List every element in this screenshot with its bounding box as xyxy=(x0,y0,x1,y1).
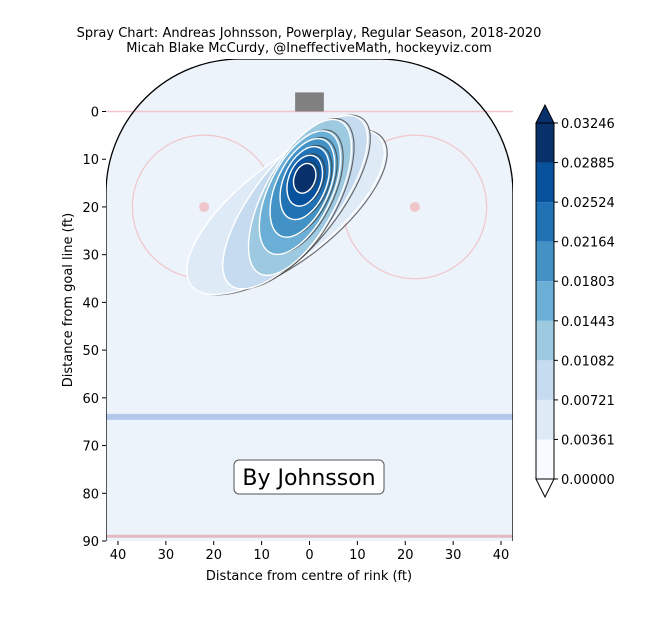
faceoff-dot-right xyxy=(409,201,420,212)
colorbar-tick-label: 0.00721 xyxy=(561,394,615,409)
density-contour xyxy=(292,162,317,194)
x-tick-label: 30 xyxy=(158,548,175,563)
colorbar-tick-label: 0.01803 xyxy=(561,275,615,290)
colorbar-tick-label: 0.00000 xyxy=(561,473,615,488)
annotation-text: By Johnsson xyxy=(242,466,375,491)
y-axis-label: Distance from goal line (ft) xyxy=(61,213,76,387)
colorbar-segment xyxy=(536,320,554,361)
y-tick-label: 10 xyxy=(82,153,99,168)
colorbar-extend-top xyxy=(535,103,555,124)
colorbar-segment xyxy=(536,123,554,163)
density-contours xyxy=(186,114,388,296)
colorbar-tick-label: 0.03246 xyxy=(561,117,615,132)
colorbar-tick-label: 0.01443 xyxy=(561,315,615,330)
chart-subtitle: Micah Blake McCurdy, @IneffectiveMath, h… xyxy=(126,41,492,56)
y-tick-label: 0 xyxy=(91,105,99,120)
x-tick-label: 0 xyxy=(305,548,313,563)
faceoff-dot-left xyxy=(199,201,210,212)
y-axis: 0 10 20 30 40 50 60 70 80 90 xyxy=(82,105,106,550)
x-tick-label: 30 xyxy=(445,548,462,563)
colorbar-tick-label: 0.02885 xyxy=(561,157,615,172)
y-tick-label: 30 xyxy=(82,249,99,264)
colorbar-segment xyxy=(536,399,554,440)
colorbar-segment xyxy=(536,202,554,242)
y-tick-label: 20 xyxy=(82,201,99,216)
x-axis-label: Distance from centre of rink (ft) xyxy=(206,569,412,584)
y-tick-label: 40 xyxy=(82,296,99,311)
y-tick-label: 90 xyxy=(82,535,99,550)
colorbar-tick-label: 0.02524 xyxy=(561,196,615,211)
colorbar-segment xyxy=(536,241,554,282)
x-tick-label: 40 xyxy=(493,548,510,563)
goal-net xyxy=(295,92,324,112)
colorbar: 0.00000 0.00361 0.00721 0.01082 0.01443 0.018… xyxy=(535,103,615,499)
x-axis: 40 30 20 10 0 10 20 30 40 xyxy=(110,541,510,563)
colorbar-tick-label: 0.01082 xyxy=(561,354,615,369)
rink-ice xyxy=(106,59,513,541)
x-tick-label: 40 xyxy=(110,548,127,563)
y-tick-label: 60 xyxy=(82,392,99,407)
colorbar-segment xyxy=(536,281,554,321)
annotation-box: By Johnsson xyxy=(233,459,385,495)
colorbar-segment xyxy=(536,162,554,203)
colorbar-segment xyxy=(536,439,554,479)
colorbar-tick-label: 0.00361 xyxy=(561,433,615,448)
x-tick-label: 20 xyxy=(205,548,222,563)
y-tick-label: 80 xyxy=(82,487,99,502)
y-tick-label: 50 xyxy=(82,344,99,359)
rink-boards xyxy=(106,59,513,541)
chart-title: Spray Chart: Andreas Johnsson, Powerplay… xyxy=(77,26,542,41)
colorbar-extend-bottom xyxy=(535,478,555,499)
colorbar-tick-label: 0.02164 xyxy=(561,236,615,251)
x-tick-label: 10 xyxy=(253,548,270,563)
x-tick-label: 10 xyxy=(349,548,366,563)
plot-area xyxy=(106,59,513,541)
x-tick-label: 20 xyxy=(397,548,414,563)
colorbar-segment xyxy=(536,360,554,400)
colorbar-frame xyxy=(535,122,555,480)
y-tick-label: 70 xyxy=(82,440,99,455)
